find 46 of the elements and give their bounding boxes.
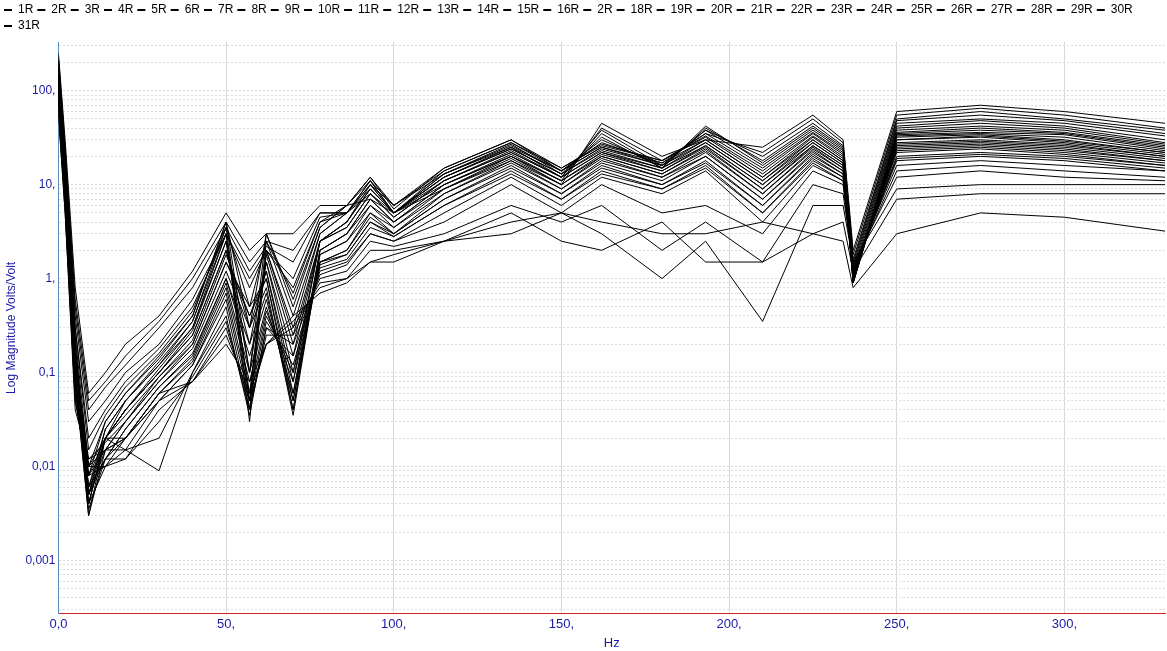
legend-label: 3R xyxy=(84,2,101,17)
x-tick-label: 50, xyxy=(217,616,236,632)
y-tick-label: 10, xyxy=(38,176,56,191)
y-tick-label: 1, xyxy=(45,270,56,285)
legend-label: 22R xyxy=(790,2,814,17)
legend-label: 15R xyxy=(517,2,540,17)
legend-label: 16R xyxy=(557,2,580,17)
x-tick-label: 250, xyxy=(884,616,910,632)
legend-label: 24R xyxy=(870,2,894,17)
legend-label: 5R xyxy=(151,2,168,17)
y-axis-title: Log Magnitude Volts/Volt xyxy=(3,261,18,394)
legend-label: 11R xyxy=(358,2,380,17)
legend-label: 10R xyxy=(318,2,341,17)
y-tick-label: 0,001 xyxy=(25,552,56,567)
legend-label: 25R xyxy=(910,2,934,17)
legend-label: 18R xyxy=(630,2,653,17)
legend-label: 19R xyxy=(670,2,693,17)
legend-label: 29R xyxy=(1070,2,1094,17)
legend-label: 27R xyxy=(990,2,1014,17)
x-tick-label: 200, xyxy=(716,616,742,632)
y-tick-label: 0,01 xyxy=(32,458,56,473)
legend-label: 31R xyxy=(18,18,41,33)
legend-label: 30R xyxy=(1110,2,1134,17)
legend-label: 23R xyxy=(830,2,854,17)
legend-label: 2R xyxy=(51,2,68,17)
x-axis-title: Hz xyxy=(603,634,620,650)
x-tick-label: 150, xyxy=(548,616,575,632)
legend-label: 26R xyxy=(950,2,974,17)
x-tick-label: 0,0 xyxy=(49,616,68,632)
legend-label: 14R xyxy=(477,2,500,17)
legend-label: 13R xyxy=(437,2,460,17)
legend-label: 7R xyxy=(218,2,234,17)
legend-label: 2R xyxy=(597,2,613,17)
x-tick-label: 100, xyxy=(381,616,407,632)
y-tick-label: 100, xyxy=(32,83,56,98)
legend-label: 12R xyxy=(397,2,420,17)
legend-label: 9R xyxy=(284,2,301,17)
legend-label: 28R xyxy=(1030,2,1054,17)
legend-label: 4R xyxy=(118,2,134,17)
legend-label: 8R xyxy=(251,2,268,17)
y-tick-label: 0,1 xyxy=(38,364,56,379)
legend-label: 20R xyxy=(710,2,733,17)
legend-label: 21R xyxy=(750,2,773,17)
legend-label: 1R xyxy=(18,2,34,17)
legend-label: 6R xyxy=(184,2,201,17)
x-tick-label: 300, xyxy=(1051,616,1078,632)
